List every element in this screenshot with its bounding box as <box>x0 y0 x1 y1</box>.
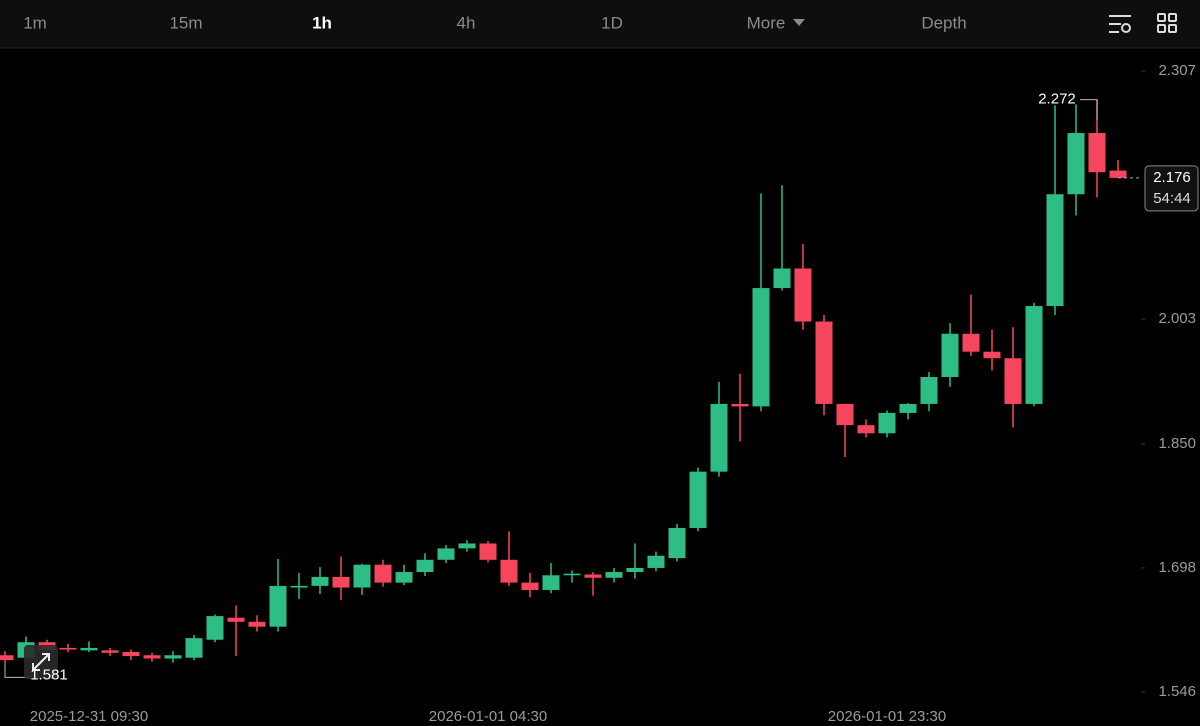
candle-body <box>689 471 707 528</box>
candle-body <box>416 559 434 573</box>
candle-body <box>878 412 896 434</box>
candle-body <box>647 555 665 568</box>
candle-body <box>962 333 980 352</box>
candle-body <box>353 564 371 588</box>
candle-body <box>1109 170 1127 178</box>
low-marker-line <box>4 663 30 678</box>
high-marker-label: 2.272 <box>1038 91 1076 108</box>
y-tick-label: 1.850 <box>1158 435 1196 452</box>
candle-body <box>542 575 560 590</box>
candle-body <box>206 616 224 640</box>
current-price-label: 2.176 <box>1153 169 1191 186</box>
candle-body <box>290 585 308 588</box>
settings-icon[interactable] <box>1109 15 1131 33</box>
candle-body <box>668 527 686 559</box>
candle-body <box>185 638 203 658</box>
more-arrow <box>793 19 805 26</box>
layout-icon[interactable] <box>1157 13 1177 33</box>
candle-body <box>1025 306 1043 404</box>
candle-body <box>122 651 140 657</box>
candle-body <box>437 548 455 560</box>
interval-tab[interactable]: 4h <box>457 13 476 32</box>
candle-body <box>983 351 1001 359</box>
x-tick-label: 2026-01-01 23:30 <box>828 708 946 725</box>
candle-body <box>101 650 119 653</box>
candle-body <box>458 543 476 549</box>
candle-body <box>143 655 161 659</box>
candle-body <box>1004 358 1022 404</box>
x-tick-label: 2025-12-31 09:30 <box>30 708 148 725</box>
candle-body <box>731 403 749 407</box>
candle-body <box>584 574 602 578</box>
candle-body <box>773 268 791 289</box>
y-tick-label: 1.546 <box>1158 683 1196 700</box>
candle-body <box>1088 133 1106 173</box>
candle-body <box>899 403 917 413</box>
candle-body <box>479 543 497 560</box>
candle-body <box>920 377 938 404</box>
candle-body <box>563 573 581 576</box>
interval-tab[interactable]: 15m <box>169 13 202 32</box>
candle-body <box>605 572 623 578</box>
interval-tab[interactable]: 1m <box>23 13 47 32</box>
toolbar <box>0 0 1200 48</box>
interval-tab[interactable]: 1D <box>601 13 623 32</box>
y-tick-label: 2.307 <box>1158 62 1196 79</box>
candle-body <box>857 425 875 434</box>
candle-body <box>0 655 14 661</box>
low-marker-label: 1.581 <box>30 666 68 683</box>
candle-body <box>59 647 77 650</box>
candle-body <box>626 567 644 573</box>
candle-body <box>269 585 287 627</box>
x-tick-label: 2026-01-01 04:30 <box>429 708 547 725</box>
candle-body <box>80 647 98 651</box>
more-tab[interactable]: More <box>747 13 786 32</box>
depth-tab[interactable]: Depth <box>921 13 966 32</box>
candle-body <box>815 321 833 404</box>
current-price-box <box>1144 165 1199 212</box>
candle-body <box>521 582 539 590</box>
candle-body <box>332 576 350 588</box>
interval-tab[interactable]: 1h <box>312 13 332 32</box>
y-tick-label: 1.698 <box>1158 559 1196 576</box>
candle-body <box>1046 194 1064 307</box>
candle-body <box>752 288 770 407</box>
candle-body <box>227 617 245 622</box>
candle-body <box>1067 133 1085 195</box>
countdown-label: 54:44 <box>1153 190 1191 207</box>
y-axis: 1.546 1.698 1.850 2.003 2.307 <box>1141 62 1196 700</box>
candle-body <box>710 403 728 472</box>
candle-body <box>311 576 329 586</box>
candle-body <box>248 621 266 627</box>
interval-tabs: 1m 15m 1h 4h 1D <box>23 13 623 32</box>
candle-body <box>374 564 392 583</box>
high-marker-line <box>1080 99 1098 120</box>
candle-body <box>836 403 854 426</box>
plot-area <box>0 99 1140 678</box>
candle-body <box>395 572 413 583</box>
candle-body <box>794 268 812 322</box>
candle-body <box>941 333 959 378</box>
candle-body <box>500 559 518 583</box>
y-tick-label: 2.003 <box>1158 310 1196 327</box>
candle-body <box>164 655 182 659</box>
expand-button[interactable] <box>24 645 58 679</box>
